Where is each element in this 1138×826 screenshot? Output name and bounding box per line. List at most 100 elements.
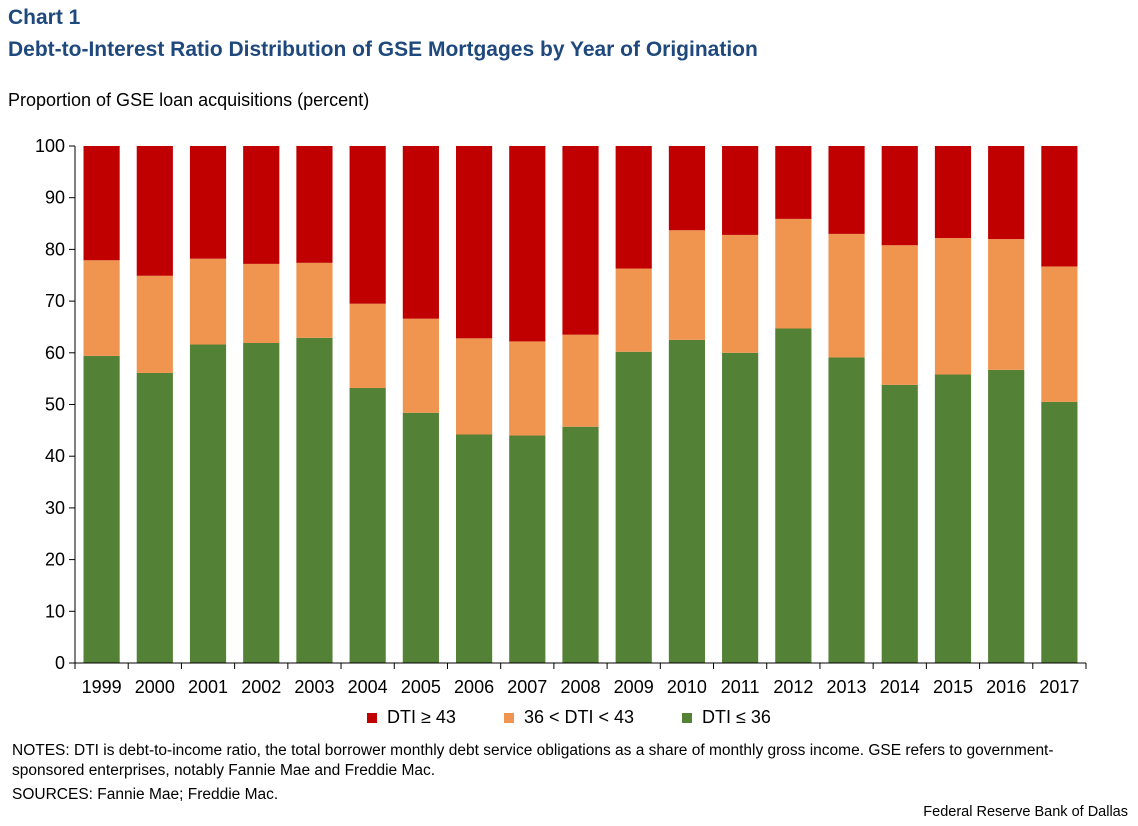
bar-segment-1999-series-2 xyxy=(83,146,120,261)
bar-segment-2010-series-2 xyxy=(668,146,706,231)
bar-segment-2001-series-0 xyxy=(189,344,227,663)
bar-segment-2013-series-1 xyxy=(828,233,865,358)
bar-segment-2012-series-2 xyxy=(775,146,812,219)
bar-segment-2003-series-2 xyxy=(296,146,333,263)
bar-segment-2015-series-0 xyxy=(934,374,972,663)
legend-swatch-2 xyxy=(682,712,693,723)
x-tick-label-2005: 2005 xyxy=(401,677,441,697)
bar-segment-2017-series-2 xyxy=(1041,146,1078,267)
y-tick-label-50: 50 xyxy=(45,395,65,415)
bar-segment-2015-series-1 xyxy=(934,238,972,375)
bar-segment-2015-series-2 xyxy=(934,146,972,239)
bar-segment-2005-series-0 xyxy=(402,412,439,663)
bar-segment-2017-series-1 xyxy=(1041,266,1078,402)
stacked-bar-chart: 0 10 20 30 40 50 60 70 80 90 100 1999 2000 2001 2002 20… xyxy=(35,136,1087,697)
bar-segment-2017-series-0 xyxy=(1041,401,1078,663)
bar-segment-2011-series-0 xyxy=(722,352,759,663)
bar-segment-2007-series-0 xyxy=(509,435,546,663)
y-tick-label-90: 90 xyxy=(45,188,65,208)
y-tick-label-60: 60 xyxy=(45,343,65,363)
x-tick-label-2011: 2011 xyxy=(721,677,760,697)
bar-segment-2007-series-1 xyxy=(509,341,546,436)
x-tick-label-2002: 2002 xyxy=(241,677,281,697)
bar-segment-2009-series-2 xyxy=(615,146,652,269)
x-tick-label-2009: 2009 xyxy=(614,677,654,697)
bar-segment-2006-series-1 xyxy=(455,338,493,435)
bar-segment-1999-series-0 xyxy=(83,355,120,663)
bar-segment-2009-series-1 xyxy=(615,268,652,352)
x-tick-label-2000: 2000 xyxy=(135,677,175,697)
bar-segment-2002-series-2 xyxy=(243,146,280,264)
bar-segment-2012-series-0 xyxy=(775,328,812,663)
y-tick-label-70: 70 xyxy=(45,291,65,311)
legend-item-2: DTI ≤ 36 xyxy=(682,707,771,728)
bar-segment-2008-series-2 xyxy=(562,146,599,335)
y-tick-label-80: 80 xyxy=(45,239,65,259)
bar-segment-2010-series-0 xyxy=(668,339,706,664)
bar-segment-2014-series-0 xyxy=(881,384,918,663)
legend-swatch-0 xyxy=(367,712,378,723)
y-tick-label-20: 20 xyxy=(45,550,65,570)
bar-segment-2005-series-2 xyxy=(402,146,439,319)
legend-swatch-1 xyxy=(503,712,514,723)
bar-segment-2001-series-2 xyxy=(189,146,227,259)
y-tick-label-10: 10 xyxy=(45,601,65,621)
x-tick-label-2013: 2013 xyxy=(827,677,867,697)
x-tick-label-2003: 2003 xyxy=(294,677,334,697)
bar-segment-2013-series-2 xyxy=(828,146,865,234)
bar-segment-2016-series-1 xyxy=(988,239,1025,370)
bar-segment-2012-series-1 xyxy=(775,218,812,329)
chart-label: Chart 1 xyxy=(8,6,81,29)
x-tick-label-2012: 2012 xyxy=(773,677,813,697)
y-tick-label-0: 0 xyxy=(55,653,65,673)
x-tick-label-2016: 2016 xyxy=(986,677,1026,697)
bar-segment-2000-series-0 xyxy=(136,372,173,663)
bar-segment-2004-series-1 xyxy=(349,303,386,388)
credit-text: Federal Reserve Bank of Dallas xyxy=(923,804,1128,820)
bar-segment-2004-series-0 xyxy=(349,387,386,663)
y-tick-label-40: 40 xyxy=(45,446,65,466)
legend-item-0: DTI ≥ 43 xyxy=(367,707,456,728)
x-tick-label-2017: 2017 xyxy=(1039,677,1079,697)
x-tick-label-2008: 2008 xyxy=(560,677,600,697)
bar-segment-2003-series-0 xyxy=(296,337,333,663)
bar-segment-2008-series-0 xyxy=(562,426,599,663)
y-tick-label-30: 30 xyxy=(45,498,65,518)
y-axis-label: Proportion of GSE loan acquisitions (per… xyxy=(8,90,370,110)
x-tick-label-2004: 2004 xyxy=(348,677,388,697)
sources-text: SOURCES: Fannie Mae; Freddie Mac. xyxy=(12,786,279,803)
notes-text: NOTES: DTI is debt-to-income ratio, the … xyxy=(12,742,1054,779)
bar-segment-2011-series-2 xyxy=(722,146,759,235)
y-tick-label-100: 100 xyxy=(35,136,65,156)
bar-segment-2001-series-1 xyxy=(189,258,227,345)
x-tick-label-2015: 2015 xyxy=(933,677,973,697)
x-tick-label-1999: 1999 xyxy=(82,677,122,697)
bar-segment-2000-series-1 xyxy=(136,275,173,373)
bar-segment-2014-series-2 xyxy=(881,146,918,246)
legend-label-0: DTI ≥ 43 xyxy=(387,707,456,727)
x-tick-label-2007: 2007 xyxy=(507,677,547,697)
bar-segment-2016-series-0 xyxy=(988,369,1025,663)
legend-label-2: DTI ≤ 36 xyxy=(702,707,771,727)
bar-segment-2006-series-0 xyxy=(455,434,493,663)
bar-segment-2000-series-2 xyxy=(136,146,173,276)
bar-segment-2002-series-1 xyxy=(243,263,280,343)
bar-segment-2013-series-0 xyxy=(828,357,865,663)
bar-segment-2014-series-1 xyxy=(881,245,918,385)
bar-segment-2005-series-1 xyxy=(402,318,439,413)
x-tick-label-2001: 2001 xyxy=(188,677,228,697)
bar-segment-2007-series-2 xyxy=(509,146,546,342)
bar-segment-2010-series-1 xyxy=(668,230,706,340)
bar-segment-2004-series-2 xyxy=(349,146,386,304)
legend-item-1: 36 < DTI < 43 xyxy=(503,707,635,728)
x-tick-label-2014: 2014 xyxy=(880,677,920,697)
x-tick-label-2010: 2010 xyxy=(667,677,707,697)
bar-segment-2016-series-2 xyxy=(988,146,1025,240)
bar-segment-2008-series-1 xyxy=(562,334,599,427)
bar-segment-2009-series-0 xyxy=(615,351,652,663)
legend-label-1: 36 < DTI < 43 xyxy=(523,707,635,727)
x-tick-label-2006: 2006 xyxy=(454,677,494,697)
bar-segment-2003-series-1 xyxy=(296,262,333,338)
bar-segment-2011-series-1 xyxy=(722,234,759,353)
bar-segment-1999-series-1 xyxy=(83,260,120,356)
